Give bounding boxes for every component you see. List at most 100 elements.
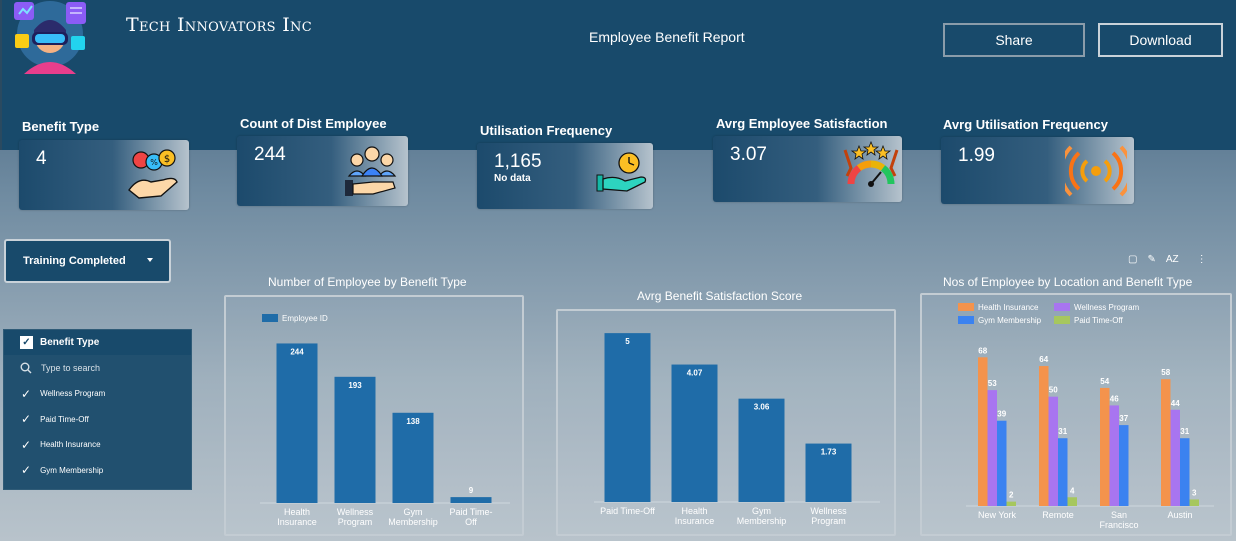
chart3-bar (1170, 409, 1180, 506)
chart2-bar (738, 398, 785, 502)
filter-header[interactable]: ✓ Benefit Type (4, 330, 191, 355)
chart3-bar (1100, 387, 1110, 506)
training-completed-dropdown[interactable]: Training Completed (4, 239, 171, 283)
check-icon: ✓ (21, 463, 32, 478)
chart3-data-label: 68 (978, 346, 987, 355)
satisfaction-gauge-icon (843, 140, 899, 187)
svg-text:%: % (150, 158, 158, 167)
select-all-checkbox-icon[interactable]: ✓ (20, 336, 33, 349)
chart-employees-by-location: Health Insurance Wellness Program Gym Memb… (920, 293, 1232, 536)
kpi-employee-count-label: Count of Dist Employee (240, 116, 387, 131)
kpi-benefit-type-label: Benefit Type (22, 119, 100, 134)
kpi-avg-satisfaction-label: Avrg Employee Satisfaction (716, 116, 888, 131)
chart3-data-label: 2 (1009, 491, 1014, 500)
kpi-utilisation-frequency-value: 1,165 (494, 151, 542, 172)
kpi-utilisation-frequency-subtext: No data (494, 173, 531, 184)
chart3-bar (1161, 379, 1171, 506)
chart1-bar (276, 343, 318, 503)
chart2-data-label: 1.73 (821, 448, 837, 457)
chart3-legend-label: Wellness Program (1074, 303, 1140, 312)
kpi-avg-satisfaction-value: 3.07 (730, 144, 767, 165)
share-button[interactable]: Share (943, 23, 1085, 57)
sort-az-icon[interactable]: AZ (1165, 253, 1179, 265)
kpi-avg-utilisation-card: 1.99 (941, 137, 1134, 204)
company-name: Tech Innovators Inc (126, 14, 312, 36)
chart1-bar (334, 376, 376, 503)
filter-search-placeholder: Type to search (41, 363, 101, 373)
chart-avg-satisfaction: 5 Paid Time-Off 4.07 Health Insurance 3.06 Gym… (556, 309, 896, 536)
chart1-svg: Employee ID 244 Health Insurance 193 Wellness… (260, 314, 510, 527)
chart2-data-label: 5 (625, 337, 630, 346)
chart2-title: Avrg Benefit Satisfaction Score (637, 289, 803, 303)
chart3-bar (1189, 499, 1199, 506)
chart3-legend-label: Health Insurance (978, 303, 1039, 312)
filter-item-health-insurance[interactable]: ✓ Health Insurance (21, 437, 101, 452)
chart3-legend-label: Paid Time-Off (1074, 316, 1124, 325)
chart-employees-by-benefit: Employee ID 244 Health Insurance 193 Wellness… (224, 295, 524, 536)
chart1-category-label: Health Insurance (277, 507, 317, 527)
benefit-type-filter-panel: ✓ Benefit Type Type to search ✓ Wellness … (3, 329, 192, 490)
kpi-utilisation-frequency-card: 1,165 No data (477, 143, 653, 209)
chart3-data-label: 50 (1049, 386, 1058, 395)
filter-item-gym-membership[interactable]: ✓ Gym Membership (21, 463, 104, 478)
chart1-title: Number of Employee by Benefit Type (268, 275, 467, 289)
chart-toolbar: ▢ ✎ AZ ⋮ (1128, 252, 1222, 266)
chart3-category-label: Remote (1042, 510, 1074, 520)
chart2-data-label: 4.07 (687, 369, 703, 378)
chart1-data-label: 9 (469, 486, 474, 495)
filter-search-input[interactable]: Type to search (4, 355, 191, 381)
chart1-data-label: 193 (348, 381, 362, 390)
chart1-data-label: 244 (290, 347, 304, 356)
chart1-category-label: Gym Membership (388, 507, 438, 527)
edit-pencil-icon[interactable]: ✎ (1147, 253, 1156, 265)
kpi-utilisation-frequency-label: Utilisation Frequency (480, 123, 613, 138)
chart3-bar (978, 357, 988, 506)
chart1-data-label: 138 (406, 417, 420, 426)
search-icon (20, 362, 32, 374)
more-options-icon[interactable]: ⋮ (1196, 253, 1207, 265)
chart3-bar (1058, 438, 1068, 506)
chart3-data-label: 46 (1110, 394, 1119, 403)
download-button[interactable]: Download (1098, 23, 1223, 57)
chart2-bar (604, 333, 651, 502)
hand-clock-icon (596, 152, 647, 192)
chart3-legend-swatch (1054, 303, 1070, 311)
chart2-bar (671, 364, 718, 502)
chart1-bar (450, 497, 492, 503)
chart3-category-label: Austin (1167, 510, 1192, 520)
report-title: Employee Benefit Report (589, 29, 745, 45)
chart1-bar (392, 412, 434, 503)
check-icon: ✓ (21, 412, 32, 427)
chart3-bar (1109, 405, 1119, 506)
chart3-data-label: 37 (1119, 414, 1128, 423)
chart1-category-label: Paid Time-Off (449, 507, 492, 527)
chart3-category-label: New York (978, 510, 1017, 520)
chart3-data-label: 64 (1039, 355, 1048, 364)
filter-item-paid-time-off[interactable]: ✓ Paid Time-Off (21, 412, 89, 427)
filter-item-wellness-program[interactable]: ✓ Wellness Program (21, 386, 106, 401)
focus-mode-icon[interactable]: ▢ (1128, 253, 1138, 265)
chart3-legend-swatch (1054, 316, 1070, 324)
signal-waves-icon (1065, 145, 1127, 197)
chart2-category-label: Gym Membership (737, 506, 787, 526)
chart3-data-label: 3 (1192, 488, 1197, 497)
chart3-legend-swatch (958, 303, 974, 311)
chart2-category-label: Health Insurance (675, 506, 715, 526)
header-bar: Tech Innovators Inc Employee Benefit Rep… (0, 0, 1236, 150)
chart3-data-label: 31 (1058, 427, 1067, 436)
chart3-data-label: 4 (1070, 486, 1075, 495)
chart2-data-label: 3.06 (754, 403, 770, 412)
chart3-data-label: 39 (997, 410, 1006, 419)
chart3-data-label: 31 (1180, 427, 1189, 436)
chart3-bar (1048, 396, 1058, 506)
people-in-hand-icon (345, 146, 397, 196)
chart2-svg: 5 Paid Time-Off 4.07 Health Insurance 3.06 Gym… (594, 333, 880, 526)
chart3-bar (1119, 425, 1129, 506)
check-icon: ✓ (21, 386, 32, 401)
svg-text:$: $ (164, 154, 170, 165)
chart3-category-label: San Francisco (1099, 510, 1138, 530)
chart2-category-label: Paid Time-Off (600, 506, 655, 516)
kpi-employee-count-value: 244 (254, 144, 286, 165)
chart2-bar (805, 443, 852, 502)
kpi-benefit-type-card: 4 $ % (19, 140, 189, 210)
